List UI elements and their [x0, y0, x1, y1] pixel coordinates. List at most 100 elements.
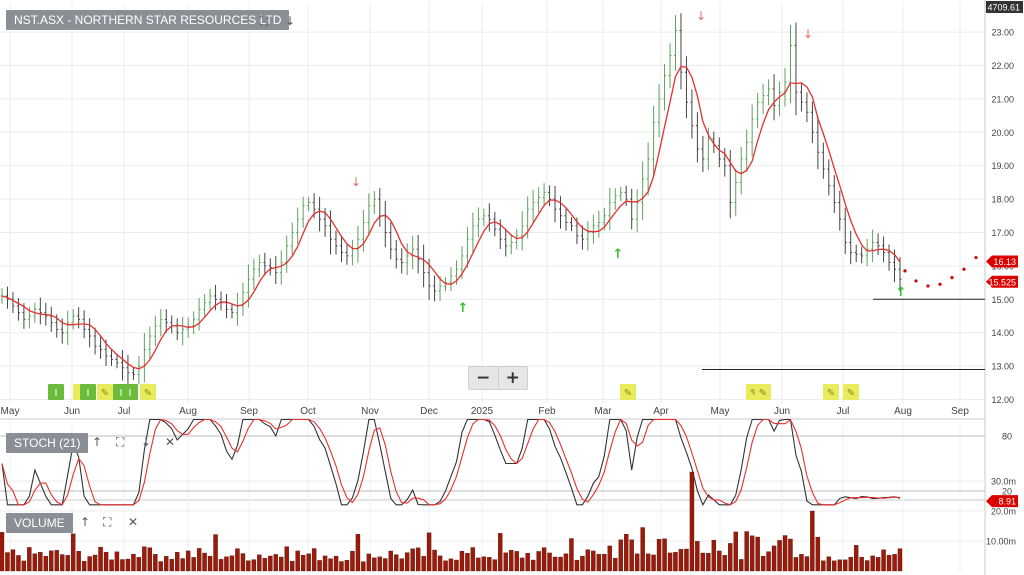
volume-bar — [492, 559, 498, 572]
event-marker-glyph: I — [129, 388, 132, 399]
volume-bar — [585, 549, 591, 572]
volume-bar — [339, 561, 344, 572]
volume-tick-label: 10.00m — [986, 537, 1016, 547]
volume-bar — [76, 551, 81, 572]
event-marker-glyph: ✎ — [759, 388, 767, 399]
projection-dot — [950, 275, 954, 280]
volume-bar — [459, 550, 465, 572]
x-tick-label: Sep — [240, 406, 258, 417]
x-tick-label: Jun — [64, 406, 80, 417]
volume-bar — [470, 547, 476, 572]
volume-bar — [629, 539, 634, 572]
volume-bar — [563, 553, 569, 572]
y-tick-label: 23.00 — [991, 28, 1014, 38]
close-icon[interactable]: ✕ — [128, 515, 139, 529]
volume-bar — [541, 547, 547, 572]
stoch-k-line — [1, 418, 901, 507]
volume-bar — [552, 556, 558, 572]
y-tick-label: 17.00 — [991, 228, 1014, 238]
stoch-value-tag-text: 8.91 — [998, 497, 1016, 507]
volume-bar — [333, 555, 339, 572]
y-tick-label: 13.00 — [991, 362, 1014, 372]
volume-bar — [749, 535, 755, 572]
arrow-down-icon[interactable]: ↓ — [285, 14, 296, 28]
y-tick-label: 18.00 — [991, 195, 1014, 205]
projection-dot — [962, 267, 966, 271]
volume-bar — [235, 548, 240, 572]
volume-bar — [645, 553, 651, 572]
zoom-divider — [497, 367, 499, 389]
volume-bar — [843, 559, 848, 572]
volume-bar — [120, 559, 125, 572]
volume-bar — [547, 552, 552, 572]
volume-bar — [344, 559, 350, 572]
down-arrow-marker: ↓ — [803, 27, 813, 41]
volume-bar — [766, 551, 771, 572]
volume-bar — [388, 550, 393, 572]
volume-bar — [306, 553, 311, 572]
volume-bar — [498, 533, 503, 572]
arrow-up-icon[interactable]: ↑ — [92, 435, 103, 449]
event-marker-glyph: ✎ — [827, 388, 835, 399]
stoch-value-tag-shape — [986, 495, 1018, 508]
event-marker — [48, 384, 64, 400]
volume-bar — [656, 539, 662, 572]
volume-bar — [804, 556, 810, 572]
volume-bar — [295, 550, 300, 572]
volume-bar — [454, 559, 459, 572]
zoom-in-button[interactable]: + — [505, 368, 520, 388]
volume-bar — [689, 471, 695, 572]
top-value-tag — [986, 1, 1023, 13]
volume-bar — [257, 554, 262, 572]
zoom-out-button[interactable]: − — [476, 368, 491, 388]
volume-bar — [859, 556, 864, 572]
down-arrow-marker: ↓ — [351, 175, 361, 189]
volume-bar — [153, 554, 158, 572]
volume-bar — [202, 552, 207, 572]
volume-bar — [224, 556, 229, 572]
y-tick-label: 15.00 — [991, 295, 1014, 305]
volume-bar — [782, 535, 788, 572]
x-tick-label: Aug — [894, 406, 912, 417]
volume-bar — [788, 538, 793, 572]
event-marker-glyph: ✎ — [847, 388, 855, 399]
volume-bar — [191, 557, 196, 572]
stoch-panel-title: STOCH (21) — [6, 433, 89, 453]
event-marker — [620, 384, 636, 400]
volume-bar — [207, 555, 213, 572]
y-tick-label: 12.00 — [991, 395, 1014, 405]
volume-bar — [98, 546, 103, 572]
down-arrow-marker: ↓ — [696, 9, 706, 23]
volume-bar — [350, 550, 355, 572]
expand-icon[interactable]: ⛶ — [116, 435, 125, 449]
expand-icon[interactable]: ⛶ — [260, 14, 269, 28]
volume-bar — [273, 554, 278, 572]
volume-bar — [383, 558, 388, 572]
volume-bar — [27, 547, 32, 572]
volume-bar — [415, 547, 421, 572]
event-marker — [80, 384, 96, 400]
volume-bar — [777, 540, 782, 572]
stoch-value-tag: 8.91 — [986, 495, 1018, 508]
volume-bar — [399, 558, 404, 572]
y-tick-label: 19.00 — [991, 161, 1014, 171]
arrow-up-icon[interactable]: ↑ — [80, 515, 91, 529]
last-price-tag: 15.525 — [986, 275, 1018, 288]
volume-bar — [837, 559, 842, 572]
arrow-down-icon[interactable]: ↓ — [141, 435, 152, 449]
volume-bar — [673, 552, 678, 572]
volume-bar — [678, 549, 684, 572]
x-tick-label: Jun — [774, 406, 790, 417]
event-marker — [97, 384, 113, 400]
volume-bar — [5, 552, 10, 572]
volume-bar — [404, 552, 410, 572]
volume-bar — [667, 552, 673, 572]
zoom-control: − + — [468, 366, 528, 390]
volume-bar — [755, 536, 760, 572]
expand-icon[interactable]: ⛶ — [103, 515, 112, 529]
close-icon[interactable]: ✕ — [165, 435, 176, 449]
volume-bar — [733, 531, 738, 572]
volume-bar — [175, 551, 180, 572]
